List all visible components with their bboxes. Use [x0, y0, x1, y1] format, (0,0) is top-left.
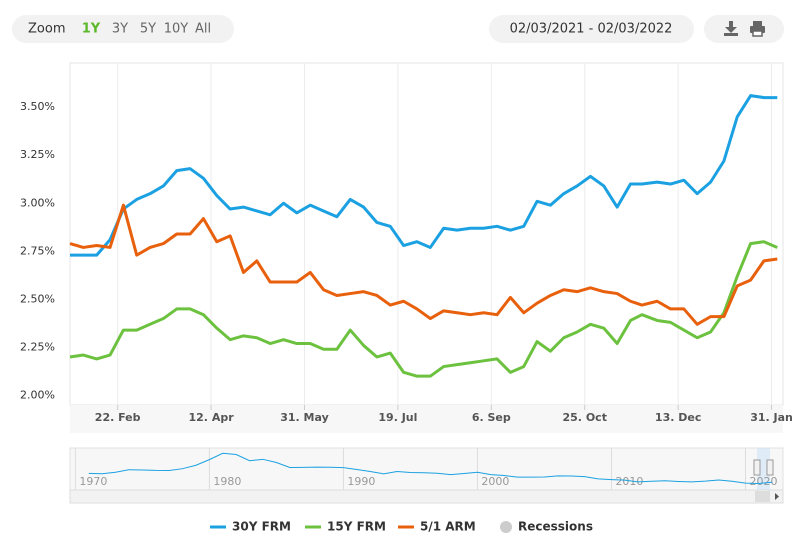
navigator-selection[interactable] [757, 448, 770, 490]
download-icon[interactable] [724, 21, 738, 36]
x-tick-label: 31. May [280, 411, 329, 424]
x-tick-label: 22. Feb [95, 411, 141, 424]
y-tick-label: 3.25% [20, 148, 55, 161]
x-tick-label: 12. Apr [189, 411, 235, 424]
scrollbar[interactable] [69, 489, 784, 504]
print-icon[interactable] [750, 21, 765, 37]
navigator-handle[interactable] [753, 459, 761, 476]
y-tick-label: 2.50% [20, 292, 55, 305]
range-button[interactable]: All [195, 22, 211, 37]
x-tick-label: 19. Jul [378, 411, 417, 424]
x-tick-label: 6. Sep [472, 411, 511, 424]
legend-label[interactable]: 15Y FRM [327, 520, 386, 534]
y-tick-label: 3.00% [20, 196, 55, 209]
series-line [69, 203, 778, 326]
navigator-tick-label: 1990 [347, 475, 375, 488]
y-tick-label: 2.25% [20, 340, 55, 353]
x-tick-label: 13. Dec [655, 411, 701, 424]
date-range[interactable]: 02/03/2021 - 02/03/2022 [510, 22, 673, 37]
x-tick-label: 31. Jan [750, 411, 793, 424]
scrollbar-arrow[interactable] [775, 493, 779, 500]
navigator-area [69, 447, 784, 491]
series-line [69, 240, 778, 378]
y-tick-label: 3.50% [20, 100, 55, 113]
navigator-line [88, 452, 773, 484]
legend-label[interactable]: 30Y FRM [232, 520, 291, 534]
y-tick-label: 2.00% [20, 388, 55, 401]
legend-label[interactable]: Recessions [518, 520, 593, 534]
navigator-tick-label: 2000 [481, 475, 509, 488]
range-button[interactable]: 10Y [164, 22, 189, 37]
y-tick-label: 2.75% [20, 244, 55, 257]
date-range-box[interactable] [489, 15, 694, 43]
legend-symbol[interactable] [500, 521, 512, 533]
scrollbar-thumb[interactable] [755, 491, 770, 502]
navigator-tick-label: 2020 [749, 475, 777, 488]
navigator-tick-label: 1970 [79, 475, 107, 488]
range-button[interactable]: 5Y [140, 22, 156, 37]
export-group [704, 15, 784, 43]
range-button[interactable]: 1Y [82, 22, 101, 37]
series-line [70, 94, 778, 257]
zoom-label: Zoom [28, 22, 65, 37]
x-axis-band [70, 405, 783, 433]
navigator-tick-label: 1980 [213, 475, 241, 488]
range-button[interactable]: 3Y [112, 22, 128, 37]
zoom-group [12, 15, 234, 43]
navigator-handle[interactable] [766, 459, 774, 476]
x-tick-label: 25. Oct [563, 411, 607, 424]
navigator-tick-label: 2010 [615, 475, 643, 488]
legend-label[interactable]: 5/1 ARM [420, 520, 476, 534]
